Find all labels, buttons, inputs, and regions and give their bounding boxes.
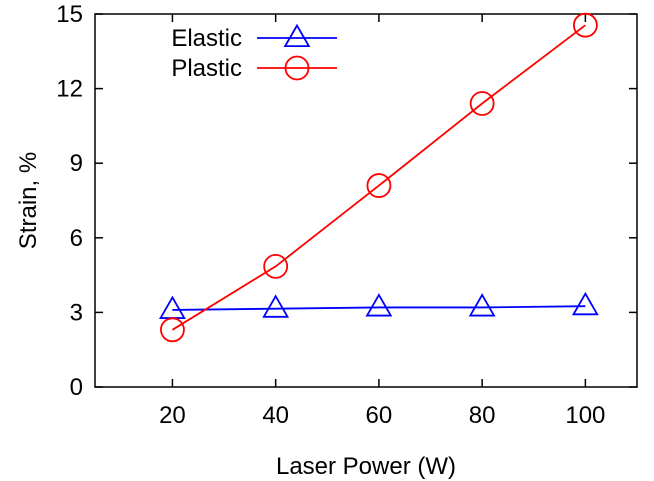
data-point-elastic — [158, 295, 186, 319]
plot-frame — [94, 13, 638, 388]
series-line-plastic — [171, 24, 586, 331]
x-tick-label: 60 — [366, 402, 393, 429]
data-point-elastic — [365, 293, 393, 317]
data-point-plastic — [366, 173, 392, 198]
y-tick-label: 6 — [70, 225, 83, 252]
legend-marker — [283, 23, 311, 48]
x-axis-label: Laser Power (W) — [276, 453, 456, 480]
x-tick-label: 80 — [469, 402, 496, 429]
data-point-plastic — [572, 12, 598, 38]
data-point-plastic — [469, 91, 495, 116]
legend-label: Elastic — [171, 25, 242, 52]
series-layer — [158, 12, 599, 343]
data-point-elastic — [262, 294, 290, 318]
legend-label: Plastic — [171, 55, 242, 82]
axes-layer: 0 3 6 9 12 15 20 40 60 80 100 — [56, 1, 638, 429]
series-plastic — [160, 12, 598, 343]
y-tick-label: 15 — [56, 1, 83, 28]
y-tick-label: 9 — [70, 150, 83, 177]
legend: Elastic Plastic — [171, 23, 337, 82]
series-line-elastic — [172, 305, 586, 311]
y-axis-label: Strain, % — [15, 152, 42, 249]
x-tick-label: 40 — [262, 402, 289, 429]
legend-item-elastic: Elastic — [171, 23, 337, 52]
data-point-plastic — [160, 317, 185, 343]
data-point-plastic — [263, 253, 289, 279]
legend-item-plastic: Plastic — [171, 55, 337, 82]
x-tick-label: 100 — [565, 402, 605, 429]
y-tick-label: 0 — [70, 374, 83, 401]
x-tick-label: 20 — [159, 402, 186, 429]
data-point-elastic — [468, 293, 496, 317]
legend-marker — [284, 55, 310, 81]
y-tick-label: 3 — [70, 299, 83, 326]
data-point-elastic — [571, 291, 599, 316]
y-tick-label: 12 — [56, 76, 83, 103]
